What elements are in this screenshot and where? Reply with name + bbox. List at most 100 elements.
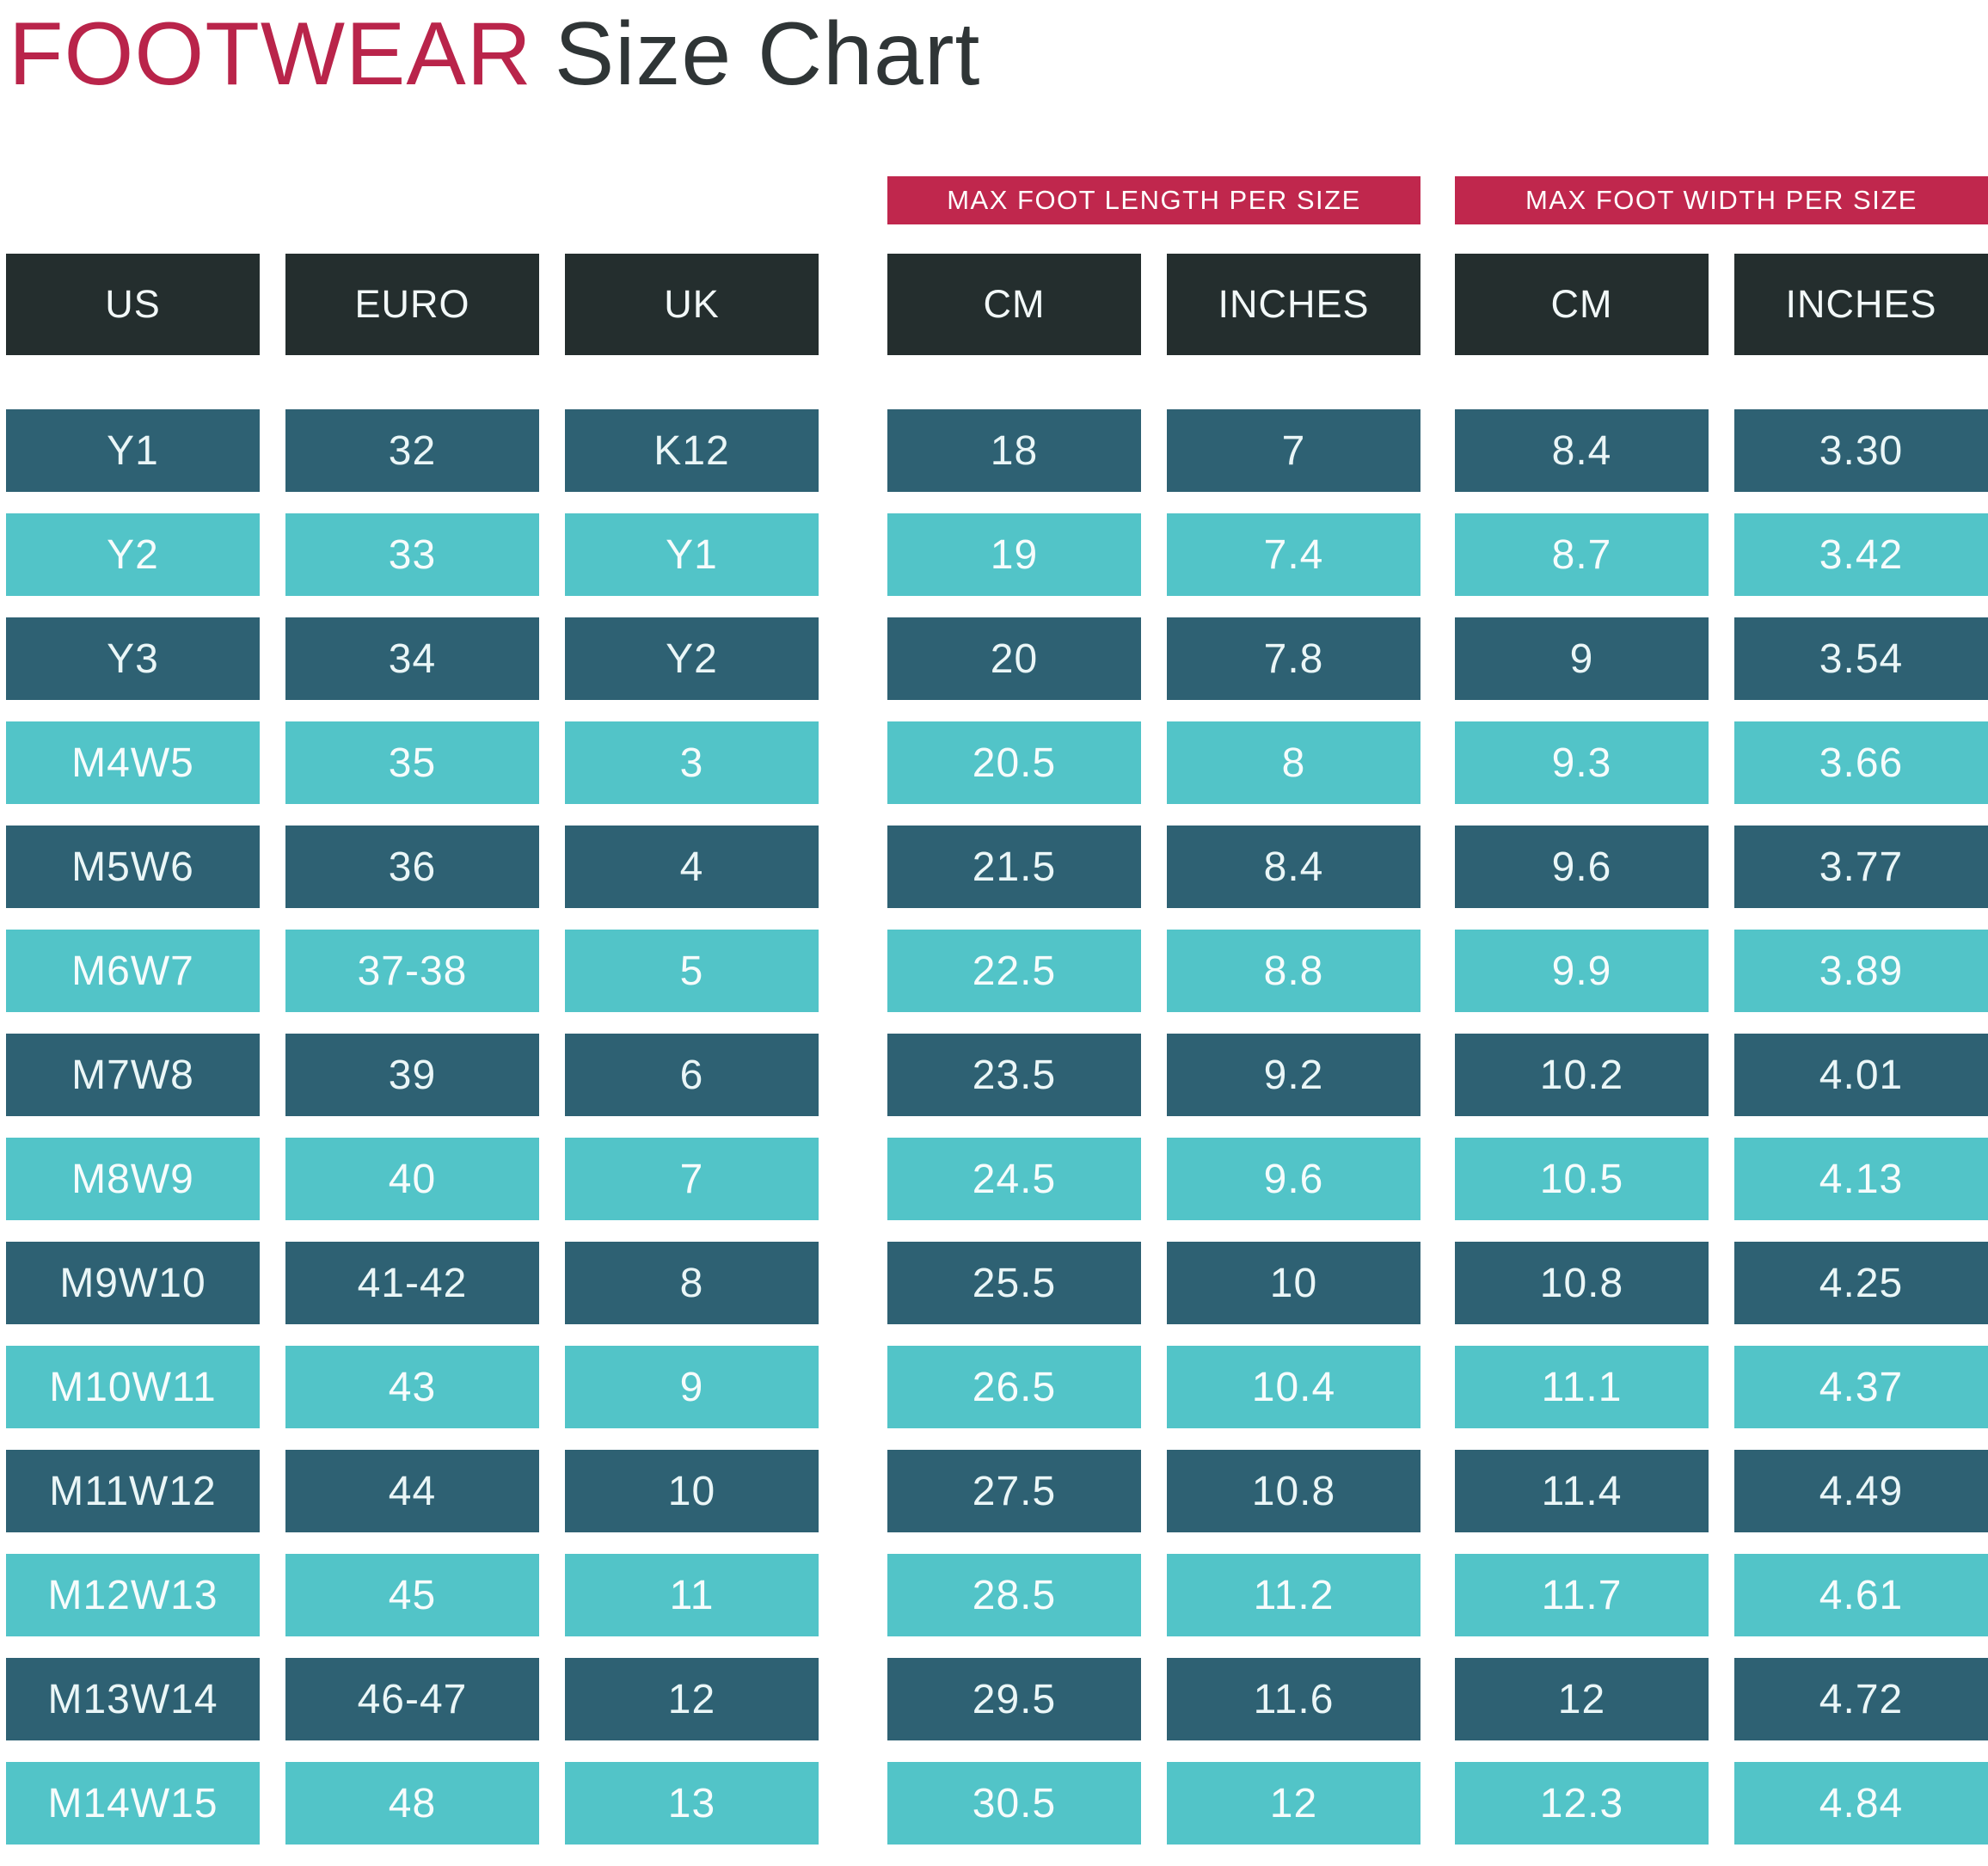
- cell-width-cm: 12: [1455, 1658, 1709, 1740]
- cell-length-inches: 7.4: [1167, 513, 1420, 596]
- cell-us: M11W12: [6, 1450, 260, 1532]
- cell-us: M10W11: [6, 1346, 260, 1428]
- cell-uk: Y2: [565, 617, 819, 700]
- banner-spacer: [6, 176, 887, 224]
- table-row: M9W10 41-42 8 25.5 10 10.8 4.25: [0, 1242, 1988, 1324]
- cell-euro: 48: [285, 1762, 539, 1845]
- cell-width-inches: 4.37: [1734, 1346, 1988, 1428]
- cell-length-cm: 19: [887, 513, 1141, 596]
- cell-width-inches: 4.72: [1734, 1658, 1988, 1740]
- table-row: M11W12 44 10 27.5 10.8 11.4 4.49: [0, 1450, 1988, 1532]
- cell-length-inches: 7.8: [1167, 617, 1420, 700]
- cell-width-inches: 3.66: [1734, 721, 1988, 804]
- cell-width-cm: 11.4: [1455, 1450, 1709, 1532]
- cell-width-cm: 8.7: [1455, 513, 1709, 596]
- cell-us: M12W13: [6, 1554, 260, 1636]
- cell-length-inches: 8.8: [1167, 930, 1420, 1012]
- cell-length-inches: 10.4: [1167, 1346, 1420, 1428]
- title-brand: FOOTWEAR: [9, 4, 532, 104]
- cell-euro: 40: [285, 1138, 539, 1220]
- table-row: M8W9 40 7 24.5 9.6 10.5 4.13: [0, 1138, 1988, 1220]
- cell-length-cm: 20.5: [887, 721, 1141, 804]
- cell-uk: 3: [565, 721, 819, 804]
- cell-width-cm: 11.7: [1455, 1554, 1709, 1636]
- cell-uk: Y1: [565, 513, 819, 596]
- cell-length-inches: 11.6: [1167, 1658, 1420, 1740]
- cell-uk: 5: [565, 930, 819, 1012]
- cell-width-inches: 3.54: [1734, 617, 1988, 700]
- cell-us: M6W7: [6, 930, 260, 1012]
- cell-euro: 39: [285, 1034, 539, 1116]
- cell-width-cm: 11.1: [1455, 1346, 1709, 1428]
- cell-width-inches: 4.01: [1734, 1034, 1988, 1116]
- cell-length-inches: 8: [1167, 721, 1420, 804]
- cell-us: Y3: [6, 617, 260, 700]
- cell-uk: 13: [565, 1762, 819, 1845]
- cell-uk: 10: [565, 1450, 819, 1532]
- cell-us: Y1: [6, 409, 260, 492]
- cell-width-inches: 4.84: [1734, 1762, 1988, 1845]
- cell-length-inches: 9.6: [1167, 1138, 1420, 1220]
- table-row: M12W13 45 11 28.5 11.2 11.7 4.61: [0, 1554, 1988, 1636]
- cell-euro: 35: [285, 721, 539, 804]
- cell-length-cm: 28.5: [887, 1554, 1141, 1636]
- cell-length-cm: 25.5: [887, 1242, 1141, 1324]
- cell-uk: 11: [565, 1554, 819, 1636]
- cell-width-cm: 8.4: [1455, 409, 1709, 492]
- header-row: US EURO UK CM INCHES CM INCHES: [0, 254, 1988, 355]
- cell-us: M5W6: [6, 826, 260, 908]
- cell-us: M8W9: [6, 1138, 260, 1220]
- cell-uk: K12: [565, 409, 819, 492]
- cell-length-inches: 10: [1167, 1242, 1420, 1324]
- cell-euro: 37-38: [285, 930, 539, 1012]
- cell-us: M14W15: [6, 1762, 260, 1845]
- cell-uk: 9: [565, 1346, 819, 1428]
- table-row: M13W14 46-47 12 29.5 11.6 12 4.72: [0, 1658, 1988, 1740]
- banner-max-foot-length: MAX FOOT LENGTH PER SIZE: [887, 176, 1420, 224]
- table-row: M10W11 43 9 26.5 10.4 11.1 4.37: [0, 1346, 1988, 1428]
- cell-us: M4W5: [6, 721, 260, 804]
- cell-length-inches: 7: [1167, 409, 1420, 492]
- cell-width-cm: 9.3: [1455, 721, 1709, 804]
- cell-width-cm: 9.9: [1455, 930, 1709, 1012]
- cell-width-cm: 12.3: [1455, 1762, 1709, 1845]
- cell-length-cm: 30.5: [887, 1762, 1141, 1845]
- cell-length-cm: 29.5: [887, 1658, 1141, 1740]
- cell-width-cm: 10.2: [1455, 1034, 1709, 1116]
- cell-us: M7W8: [6, 1034, 260, 1116]
- column-header-euro: EURO: [285, 254, 539, 355]
- cell-width-inches: 3.42: [1734, 513, 1988, 596]
- cell-euro: 33: [285, 513, 539, 596]
- cell-euro: 34: [285, 617, 539, 700]
- cell-us: M13W14: [6, 1658, 260, 1740]
- cell-euro: 46-47: [285, 1658, 539, 1740]
- cell-width-inches: 3.77: [1734, 826, 1988, 908]
- table-body: Y1 32 K12 18 7 8.4 3.30 Y2 33 Y1 19 7.4 …: [0, 409, 1988, 1866]
- cell-euro: 32: [285, 409, 539, 492]
- cell-length-inches: 12: [1167, 1762, 1420, 1845]
- table-row: Y2 33 Y1 19 7.4 8.7 3.42: [0, 513, 1988, 596]
- cell-us: M9W10: [6, 1242, 260, 1324]
- cell-length-cm: 26.5: [887, 1346, 1141, 1428]
- cell-width-inches: 3.30: [1734, 409, 1988, 492]
- banner-max-foot-width: MAX FOOT WIDTH PER SIZE: [1455, 176, 1988, 224]
- cell-euro: 45: [285, 1554, 539, 1636]
- column-header-width-inches: INCHES: [1734, 254, 1988, 355]
- cell-length-inches: 11.2: [1167, 1554, 1420, 1636]
- cell-uk: 6: [565, 1034, 819, 1116]
- table-row: Y1 32 K12 18 7 8.4 3.30: [0, 409, 1988, 492]
- cell-uk: 7: [565, 1138, 819, 1220]
- cell-length-inches: 10.8: [1167, 1450, 1420, 1532]
- cell-euro: 41-42: [285, 1242, 539, 1324]
- cell-length-cm: 24.5: [887, 1138, 1141, 1220]
- table-row: M5W6 36 4 21.5 8.4 9.6 3.77: [0, 826, 1988, 908]
- cell-euro: 44: [285, 1450, 539, 1532]
- table-row: M6W7 37-38 5 22.5 8.8 9.9 3.89: [0, 930, 1988, 1012]
- table-row: M14W15 48 13 30.5 12 12.3 4.84: [0, 1762, 1988, 1845]
- table-row: M4W5 35 3 20.5 8 9.3 3.66: [0, 721, 1988, 804]
- cell-length-inches: 9.2: [1167, 1034, 1420, 1116]
- banner-gap: [1420, 176, 1455, 224]
- cell-width-inches: 3.89: [1734, 930, 1988, 1012]
- title-subtitle: Size Chart: [554, 4, 981, 104]
- column-header-length-inches: INCHES: [1167, 254, 1420, 355]
